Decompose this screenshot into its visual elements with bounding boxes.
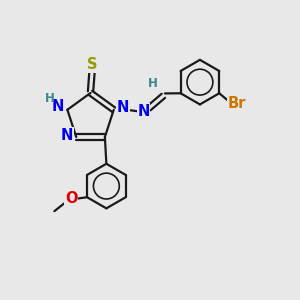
Text: N: N (61, 128, 73, 143)
Text: O: O (65, 191, 78, 206)
Text: H: H (45, 92, 55, 105)
Text: Br: Br (228, 97, 246, 112)
Text: N: N (137, 104, 150, 119)
Text: N: N (52, 99, 64, 114)
Text: S: S (87, 57, 97, 72)
Text: N: N (117, 100, 129, 115)
Text: H: H (147, 77, 157, 90)
